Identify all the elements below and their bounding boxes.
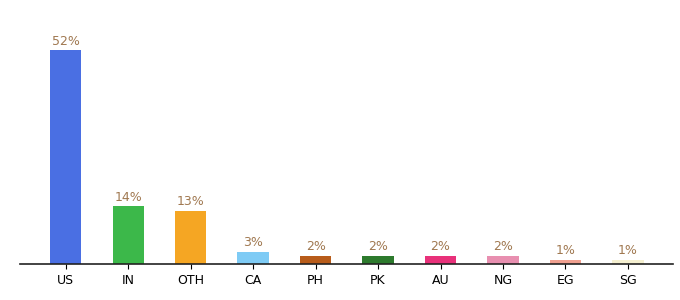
Text: 14%: 14% [114,191,142,204]
Text: 13%: 13% [177,195,205,208]
Bar [612,260,643,264]
Bar [550,260,581,264]
Bar [237,252,269,264]
Bar [113,206,143,264]
Bar [50,50,82,264]
Bar [362,256,394,264]
Text: 52%: 52% [52,35,80,48]
Text: 2%: 2% [368,240,388,253]
Text: 2%: 2% [305,240,326,253]
Text: 2%: 2% [493,240,513,253]
Text: 1%: 1% [556,244,575,257]
Text: 2%: 2% [430,240,450,253]
Bar [425,256,456,264]
Bar [488,256,519,264]
Bar [175,211,206,264]
Bar [300,256,331,264]
Text: 1%: 1% [618,244,638,257]
Text: 3%: 3% [243,236,263,249]
